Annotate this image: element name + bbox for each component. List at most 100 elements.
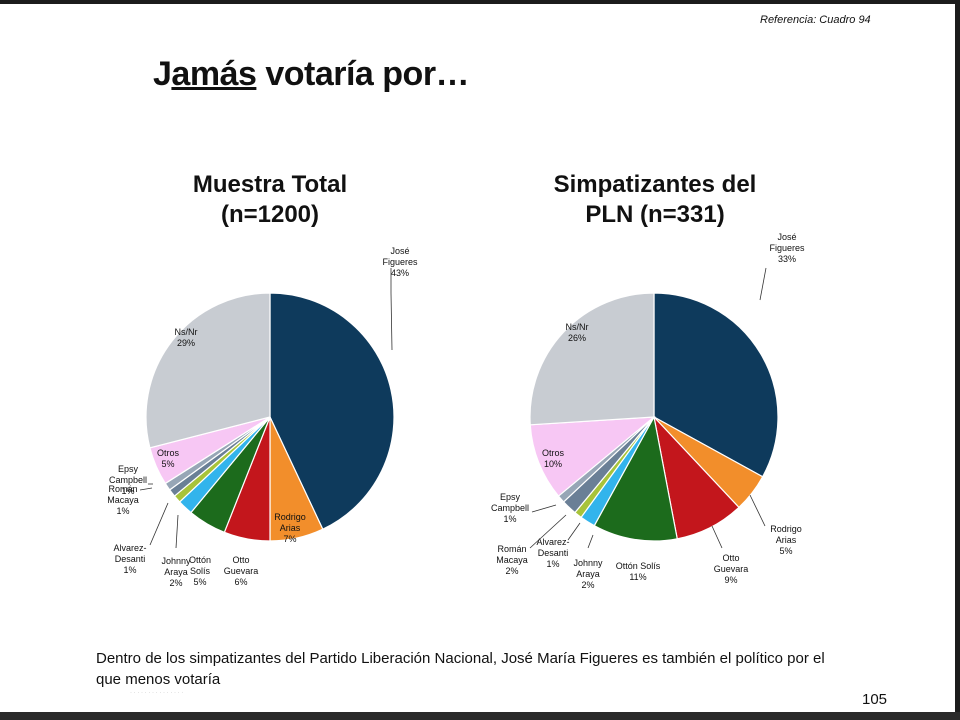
data-label-alvarez-desanti: Alvarez-Desanti 1%	[113, 543, 146, 575]
data-label-line: Otto	[722, 553, 739, 563]
window-right-border	[955, 0, 960, 720]
leader-line-otto-guevara	[711, 525, 723, 549]
data-label-epsy-campbell: Epsy Campbell 1%	[109, 464, 147, 496]
data-label-line: Guevara	[224, 566, 259, 576]
page-number: 105	[862, 691, 888, 708]
data-label-line: 43%	[391, 268, 409, 278]
data-label-jose-figueres: José Figueres 43%	[382, 246, 418, 278]
data-label-roman-macaya: Román Macaya 1%	[107, 484, 139, 516]
data-label-rodrigo-arias: Rodrigo Arias 5%	[770, 524, 802, 556]
leader-line-jose-figueres	[390, 268, 393, 351]
data-label-alvarez-desanti: Alvarez-Desanti 1%	[536, 537, 569, 569]
data-label-johnny-araya: Johnny Araya 2%	[161, 556, 191, 588]
leader-line-epsy-campbell	[531, 504, 557, 513]
pie-slice-ns-nr	[145, 292, 271, 449]
data-label-line: Guevara	[714, 564, 749, 574]
data-label-line: 5%	[779, 546, 792, 556]
data-label-line: Campbell	[491, 503, 529, 513]
data-label-line: Ns/Nr	[566, 322, 589, 332]
data-label-line: Desanti	[115, 554, 146, 564]
leader-line-alvarez-desanti	[567, 522, 581, 541]
pie-slice-otros	[529, 416, 656, 497]
data-label-ns-nr: Ns/Nr 26%	[566, 322, 589, 343]
data-label-otros: Otros 10%	[542, 448, 565, 469]
data-label-line: Román	[497, 544, 526, 554]
caption-line: que menos votaría	[96, 671, 221, 688]
data-label-line: Alvarez-	[113, 543, 146, 553]
leader-line-roman-macaya	[139, 487, 153, 491]
data-label-ns-nr: Ns/Nr 29%	[175, 327, 198, 348]
data-label-line: 10%	[544, 459, 562, 469]
data-label-johnny-araya: Johnny Araya 2%	[573, 558, 603, 590]
reference-note: Referencia: Cuadro 94	[760, 14, 871, 26]
data-label-line: 1%	[503, 514, 516, 524]
data-label-line: Román	[108, 484, 137, 494]
data-label-roman-macaya: Román Macaya 2%	[496, 544, 528, 576]
data-label-line: Macaya	[496, 555, 528, 565]
data-label-line: Ns/Nr	[175, 327, 198, 337]
data-label-line: Otto	[232, 555, 249, 565]
title-prefix: J	[153, 55, 172, 93]
data-label-jose-figueres: José Figueres 33%	[769, 232, 805, 264]
data-label-line: Macaya	[107, 495, 139, 505]
data-label-line: Arias	[280, 523, 301, 533]
data-label-line: José	[777, 232, 796, 242]
data-label-line: Arias	[776, 535, 797, 545]
data-label-line: Epsy	[118, 464, 139, 474]
pie-slice-jose-figueres	[653, 292, 779, 478]
data-label-line: Epsy	[500, 492, 521, 502]
data-label-line: Campbell	[109, 475, 147, 485]
chart-title-line: Simpatizantes del	[553, 171, 757, 198]
data-label-line: Rodrigo	[274, 512, 306, 522]
data-label-otton-solis: Ottón Solís 5%	[189, 555, 211, 587]
pie-0: José Figueres 43% Rodrigo Arias 7% Otto Guevara…	[107, 246, 418, 588]
data-label-line: 7%	[283, 534, 296, 544]
data-label-line: Alvarez-	[536, 537, 569, 547]
data-label-line: 29%	[177, 338, 195, 348]
leader-line-alvarez-desanti	[149, 502, 169, 546]
pie-1: José Figueres 33% Rodrigo Arias 5% Otto Guevara…	[491, 232, 805, 590]
data-label-line: Ottón	[189, 555, 211, 565]
data-label-line: Araya	[576, 569, 600, 579]
pie-slice-ns-nr	[529, 292, 655, 426]
data-label-line: 1%	[123, 565, 136, 575]
data-label-line: 5%	[193, 577, 206, 587]
pie-slice-otton-solis	[593, 415, 678, 542]
caption-line: Dentro de los simpatizantes del Partido …	[96, 650, 825, 667]
data-label-line: Figueres	[769, 243, 805, 253]
data-label-line: Otros	[157, 448, 180, 458]
leader-line-rodrigo-arias	[749, 494, 766, 527]
data-label-line: 11%	[629, 572, 646, 582]
data-label-line: 1%	[546, 559, 559, 569]
data-label-line: 1%	[121, 486, 134, 496]
data-label-line: Ottón Solís	[616, 561, 661, 571]
data-label-line: 5%	[161, 459, 174, 469]
data-label-rodrigo-arias: Rodrigo Arias 7%	[274, 512, 306, 544]
data-label-otto-guevara: Otto Guevara 9%	[714, 553, 749, 585]
slide-caption: Dentro de los simpatizantes del Partido …	[96, 648, 896, 690]
faint-footer-mark: · · · · · · · · · · · · · · ·	[130, 690, 184, 696]
chart-title-pln: Simpatizantes del PLN (n=331)	[520, 170, 790, 230]
title-underlined-word: amás	[171, 55, 257, 93]
data-label-line: 6%	[234, 577, 247, 587]
data-label-line: Figueres	[382, 257, 418, 267]
data-label-line: Araya	[164, 567, 188, 577]
data-label-line: Johnny	[573, 558, 603, 568]
data-label-otto-guevara: Otto Guevara 6%	[224, 555, 259, 587]
title-suffix: votaría por…	[256, 55, 470, 93]
slide-title: Jamás votaría por…	[153, 55, 470, 94]
data-label-line: Otros	[542, 448, 565, 458]
data-label-line: Johnny	[161, 556, 191, 566]
data-label-line: 33%	[778, 254, 796, 264]
window-bottom-border	[0, 712, 960, 720]
chart-title-line: (n=1200)	[220, 201, 320, 228]
chart-title-line: Muestra Total	[192, 171, 348, 198]
data-label-line: 26%	[568, 333, 586, 343]
chart-title-line: PLN (n=331)	[585, 201, 725, 228]
leader-line-johnny-araya	[175, 514, 179, 549]
chart-title-total: Muestra Total (n=1200)	[150, 170, 390, 230]
window-top-border	[0, 0, 960, 4]
data-label-line: 2%	[581, 580, 594, 590]
data-label-line: Solís	[190, 566, 211, 576]
data-label-line: José	[390, 246, 409, 256]
